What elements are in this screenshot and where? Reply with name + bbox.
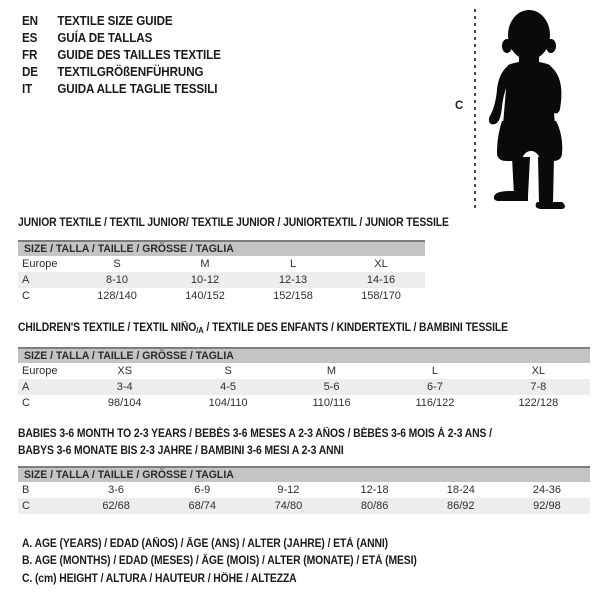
size-cell: M [200, 258, 210, 270]
babies-table-title-line2: BABYS 3-6 MONATE BIS 2-3 JAHRE / BAMBINI… [18, 445, 344, 457]
language-row: ES GUÍA DE TALLAS [22, 30, 221, 47]
language-code: FR [22, 48, 38, 62]
junior-textile-section: JUNIOR TEXTILE / TEXTIL JUNIOR/ TEXTILE … [18, 217, 449, 304]
size-cell: XL [531, 365, 546, 377]
size-cell: S [113, 258, 121, 270]
size-header-label: SIZE / TALLA / TAILLE / GRÖSSE / TAGLIA [24, 243, 234, 255]
table-row: Europe XS S M L XL [18, 363, 590, 379]
language-code: IT [22, 82, 33, 96]
row-label: A [22, 274, 30, 286]
size-cell: 6-7 [426, 381, 443, 393]
row-label: C [22, 290, 30, 302]
table-row: B 3-6 6-9 9-12 12-18 18-24 24-36 [18, 482, 590, 498]
size-cell: 18-24 [446, 484, 475, 496]
legend-note-c: C. (cm) HEIGHT / ALTURA / HAUTEUR / HÖHE… [22, 572, 297, 585]
children-title-part: CHILDREN'S TEXTILE / TEXTIL NIÑO [18, 322, 197, 334]
table-row: A 3-4 4-5 5-6 6-7 7-8 [18, 379, 590, 395]
junior-size-table: SIZE / TALLA / TAILLE / GRÖSSE / TAGLIA … [18, 240, 425, 304]
legend-note-a: A. AGE (YEARS) / EDAD (AÑOS) / ÂGE (ANS)… [22, 538, 389, 550]
height-measure-label: C [455, 100, 464, 112]
size-cell: 24-36 [532, 484, 562, 496]
size-cell: 5-6 [323, 381, 340, 393]
size-header-label: SIZE / TALLA / TAILLE / GRÖSSE / TAGLIA [24, 350, 234, 362]
language-row: IT GUIDA ALLE TAGLIE TESSILI [22, 81, 221, 98]
babies-size-table: SIZE / TALLA / TAILLE / GRÖSSE / TAGLIA … [18, 466, 590, 514]
guide-title: TEXTILGRÖßENFÜHRUNG [57, 65, 204, 79]
children-size-table: SIZE / TALLA / TAILLE / GRÖSSE / TAGLIA … [18, 347, 590, 411]
row-label: Europe [22, 258, 58, 270]
size-cell: 140/152 [185, 290, 225, 302]
table-row: C 62/68 68/74 74/80 80/86 86/92 92/98 [18, 498, 590, 514]
size-cell: 152/158 [273, 290, 313, 302]
guide-title: TEXTILE SIZE GUIDE [57, 14, 173, 28]
size-cell: 62/68 [102, 500, 130, 512]
size-cell: 98/104 [107, 397, 142, 409]
language-code: ES [22, 31, 38, 45]
row-label: A [22, 381, 30, 393]
size-cell: 12-18 [360, 484, 389, 496]
size-cell: 4-5 [220, 381, 237, 393]
size-cell: L [431, 365, 438, 377]
guide-title: GUIDE DES TAILLES TEXTILE [57, 48, 221, 62]
row-label: Europe [22, 365, 58, 377]
size-cell: 12-13 [278, 274, 308, 286]
size-cell: 158/170 [361, 290, 401, 302]
size-header-bar: SIZE / TALLA / TAILLE / GRÖSSE / TAGLIA [18, 240, 425, 256]
language-code: EN [22, 14, 38, 28]
table-row: C 128/140 140/152 152/158 158/170 [18, 288, 425, 304]
babies-table-title-line1: BABIES 3-6 MONTH TO 2-3 YEARS / BEBÉS 3-… [18, 428, 492, 440]
baby-silhouette-shape [488, 10, 565, 209]
row-label: C [22, 500, 30, 512]
size-cell: 10-12 [190, 274, 220, 286]
language-title-list: EN TEXTILE SIZE GUIDE ES GUÍA DE TALLAS … [22, 13, 236, 98]
table-row: Europe S M L XL [18, 256, 425, 272]
table-row: A 8-10 10-12 12-13 14-16 [18, 272, 425, 288]
size-header-bar: SIZE / TALLA / TAILLE / GRÖSSE / TAGLIA [18, 466, 590, 482]
size-cell: 7-8 [530, 381, 547, 393]
legend-note-b: B. AGE (MONTHS) / EDAD (MESES) / ÂGE (MO… [22, 555, 417, 568]
size-cell: 3-4 [116, 381, 133, 393]
size-cell: XS [117, 365, 133, 377]
size-cell: 86/92 [447, 500, 475, 512]
size-header-label: SIZE / TALLA / TAILLE / GRÖSSE / TAGLIA [24, 469, 234, 481]
children-textile-section: CHILDREN'S TEXTILE / TEXTIL NIÑO/A / TEX… [18, 322, 590, 411]
size-cell: 92/98 [533, 500, 561, 512]
children-title-part: / TEXTILE DES ENFANTS / KINDERTEXTIL / B… [203, 322, 508, 334]
size-cell: XL [374, 258, 388, 270]
children-title-subscript: /A [196, 325, 204, 335]
size-cell: 116/122 [415, 397, 455, 409]
size-cell: S [224, 365, 232, 377]
junior-table-title: JUNIOR TEXTILE / TEXTIL JUNIOR/ TEXTILE … [18, 217, 449, 229]
table-row: C 98/104 104/110 110/116 116/122 122/128 [18, 395, 590, 411]
language-row: DE TEXTILGRÖßENFÜHRUNG [22, 64, 221, 81]
size-cell: 8-10 [105, 274, 129, 286]
size-cell: 68/74 [188, 500, 217, 512]
size-cell: 3-6 [108, 484, 125, 496]
language-code: DE [22, 65, 38, 79]
size-cell: 74/80 [274, 500, 303, 512]
height-measure-dotted-line [474, 9, 476, 208]
baby-silhouette-icon [488, 10, 565, 209]
language-row: EN TEXTILE SIZE GUIDE [22, 13, 221, 30]
size-cell: 6-9 [194, 484, 211, 496]
babies-textile-section: BABIES 3-6 MONTH TO 2-3 YEARS / BEBÉS 3-… [18, 426, 590, 514]
size-cell: 9-12 [277, 484, 300, 496]
language-row: FR GUIDE DES TAILLES TEXTILE [22, 47, 221, 64]
size-cell: 14-16 [366, 274, 396, 286]
row-label: B [22, 484, 30, 496]
size-cell: 122/128 [518, 397, 559, 409]
size-header-bar: SIZE / TALLA / TAILLE / GRÖSSE / TAGLIA [18, 347, 590, 363]
size-cell: 104/110 [208, 397, 248, 409]
children-table-title: CHILDREN'S TEXTILE / TEXTIL NIÑO/A / TEX… [18, 322, 533, 335]
size-cell: 80/86 [360, 500, 389, 512]
size-cell: 110/116 [312, 397, 351, 409]
size-cell: M [326, 365, 337, 377]
legend-notes: A. AGE (YEARS) / EDAD (AÑOS) / ÂGE (ANS)… [22, 536, 461, 588]
guide-title: GUÍA DE TALLAS [57, 31, 153, 45]
guide-title: GUIDA ALLE TAGLIE TESSILI [57, 82, 218, 96]
row-label: C [22, 397, 30, 409]
size-cell: 128/140 [97, 290, 137, 302]
size-cell: L [289, 258, 297, 270]
